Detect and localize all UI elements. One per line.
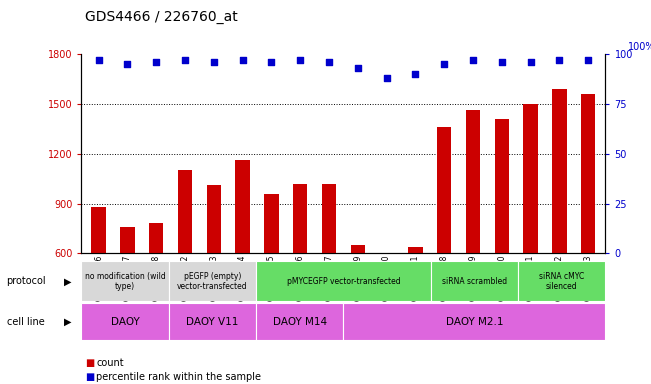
Text: count: count	[96, 358, 124, 368]
Bar	[236, 160, 250, 353]
Point	[238, 57, 248, 63]
Text: ▶: ▶	[64, 316, 72, 327]
Text: ■: ■	[85, 358, 94, 368]
Bar	[264, 194, 279, 353]
Text: DAOY M2.1: DAOY M2.1	[446, 316, 503, 327]
Text: ■: ■	[85, 372, 94, 382]
Text: pEGFP (empty)
vector-transfected: pEGFP (empty) vector-transfected	[177, 271, 247, 291]
Point	[266, 59, 277, 65]
Bar	[431, 261, 518, 301]
Text: DAOY: DAOY	[111, 316, 139, 327]
Bar	[518, 261, 605, 301]
Bar	[523, 104, 538, 353]
Text: pMYCEGFP vector-transfected: pMYCEGFP vector-transfected	[286, 277, 400, 286]
Text: DAOY V11: DAOY V11	[186, 316, 238, 327]
Bar	[380, 255, 394, 353]
Text: no modification (wild
type): no modification (wild type)	[85, 271, 165, 291]
Bar	[256, 303, 344, 340]
Bar	[178, 170, 192, 353]
Text: siRNA scrambled: siRNA scrambled	[442, 277, 507, 286]
Point	[468, 57, 478, 63]
Text: siRNA cMYC
silenced: siRNA cMYC silenced	[539, 271, 585, 291]
Point	[151, 59, 161, 65]
Bar	[351, 245, 365, 353]
Point	[497, 59, 507, 65]
Bar	[581, 94, 596, 353]
Text: cell line: cell line	[7, 316, 44, 327]
Bar	[552, 89, 566, 353]
Bar	[465, 110, 480, 353]
Bar	[169, 261, 256, 301]
Bar	[256, 261, 431, 301]
Point	[180, 57, 190, 63]
Bar	[149, 223, 163, 353]
Bar	[206, 185, 221, 353]
Text: GDS4466 / 226760_at: GDS4466 / 226760_at	[85, 10, 238, 23]
Point	[324, 59, 334, 65]
Bar	[495, 119, 509, 353]
Point	[94, 57, 104, 63]
Text: ▶: ▶	[64, 276, 72, 286]
Bar	[81, 261, 169, 301]
Point	[525, 59, 536, 65]
Bar	[169, 303, 256, 340]
Point	[583, 57, 593, 63]
Bar	[344, 303, 605, 340]
Bar	[408, 247, 422, 353]
Bar	[120, 227, 135, 353]
Point	[410, 71, 421, 77]
Bar	[437, 127, 451, 353]
Point	[381, 74, 392, 81]
Point	[295, 57, 305, 63]
Bar	[293, 184, 307, 353]
Point	[353, 65, 363, 71]
Text: DAOY M14: DAOY M14	[273, 316, 327, 327]
Text: percentile rank within the sample: percentile rank within the sample	[96, 372, 261, 382]
Y-axis label: 100%: 100%	[628, 42, 651, 52]
Point	[439, 61, 449, 67]
Bar	[91, 207, 106, 353]
Text: protocol: protocol	[7, 276, 46, 286]
Bar	[322, 184, 336, 353]
Point	[554, 57, 564, 63]
Bar	[81, 303, 169, 340]
Point	[208, 59, 219, 65]
Point	[122, 61, 133, 67]
